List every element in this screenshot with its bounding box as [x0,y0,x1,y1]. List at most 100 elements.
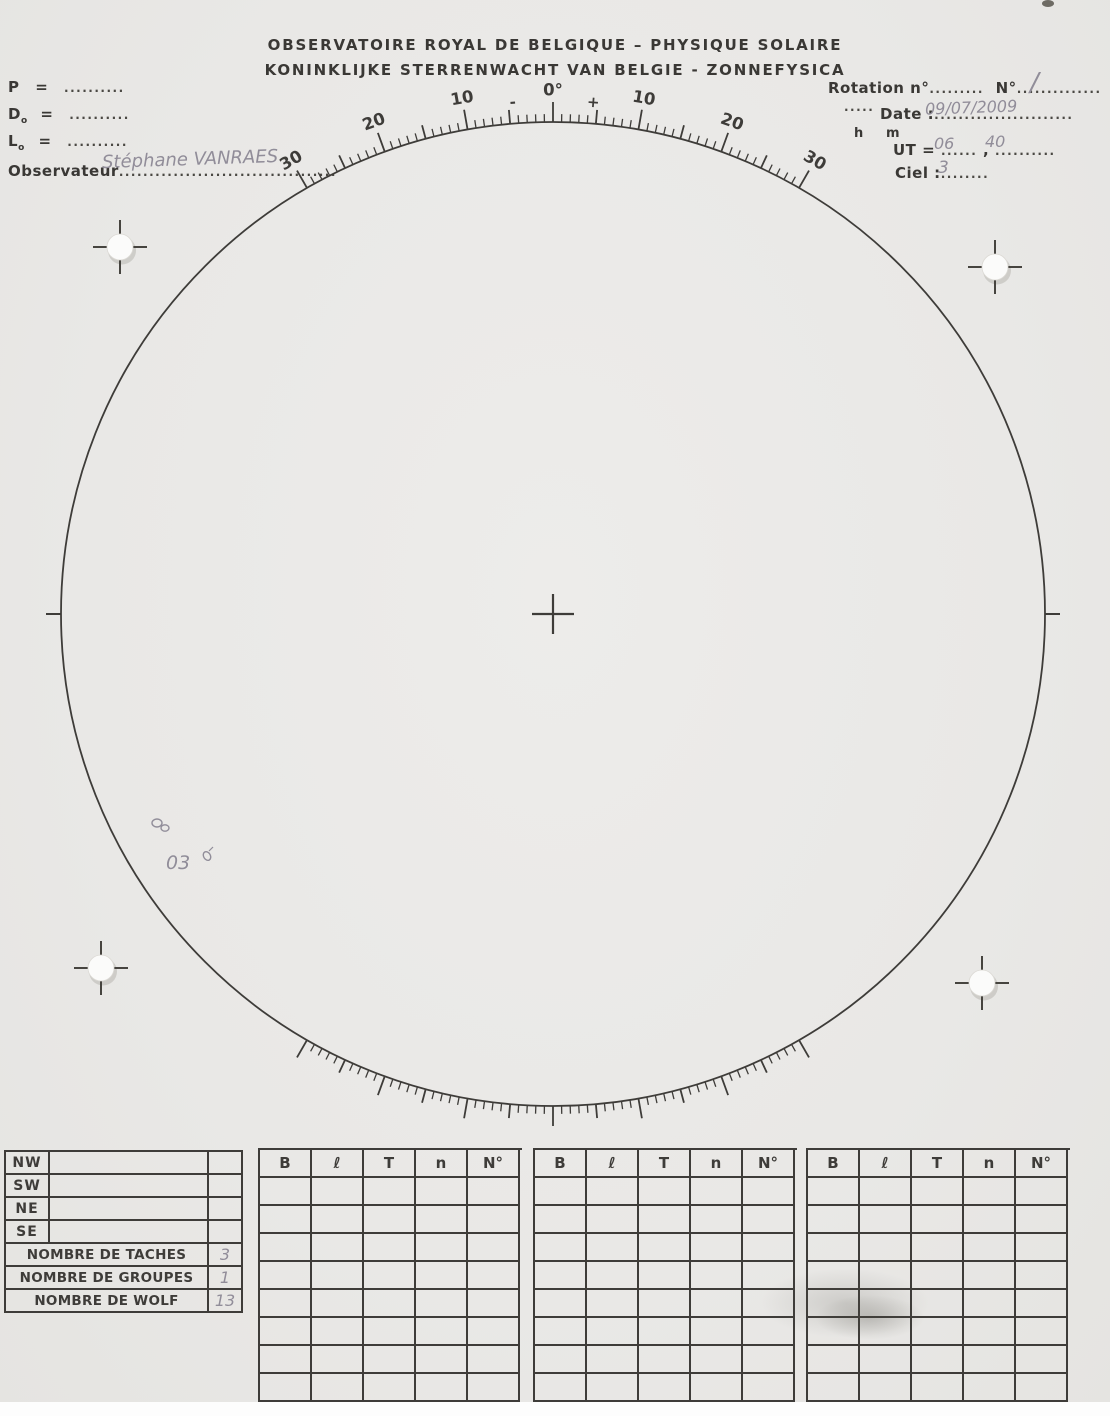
scale-tick-bottom [646,1096,650,1105]
scale-tick-top [349,156,354,165]
scale-tick-top [389,141,394,150]
measure-table-cell [535,1346,587,1374]
scale-label: 10 [631,87,657,110]
measure-table-header: B [535,1150,587,1178]
field-observer-label: Observateur [8,162,119,180]
stats-direction-extra-cell [209,1152,243,1175]
field-d0-label: Do [8,105,28,126]
scale-tick-bottom [696,1084,700,1093]
scale-tick-bottom [744,1066,749,1075]
measure-table-cell [312,1234,364,1262]
measure-table-cell [260,1290,312,1318]
measure-table-cell [808,1374,860,1402]
measure-table-cell [364,1178,416,1206]
measure-table-cell [535,1290,587,1318]
measure-table-cell [260,1178,312,1206]
field-l0-eq: = [38,132,52,150]
measure-table-cell [587,1234,639,1262]
field-date-dotline: ....................... [934,108,1074,122]
stats-direction-value-cell [50,1175,209,1198]
scale-tick-top [448,124,452,133]
sunspot-group-number: 03 [166,852,190,874]
scale-tick-bottom [414,1086,419,1095]
field-d0-dotline: .......... [69,108,130,122]
stats-direction-extra-cell [209,1175,243,1198]
measure-table-header: T [639,1150,691,1178]
measure-table-cell [260,1346,312,1374]
fiducial-hole [968,969,996,997]
scale-tick-top [768,164,773,173]
field-observer: Observateur.............................… [8,162,337,180]
measure-table-cell [468,1234,520,1262]
measure-table-header: n [416,1150,468,1178]
measure-table-cell [808,1290,860,1318]
field-ciel-dotline: ........ [940,167,990,181]
scale-tick-top [603,116,606,125]
measure-table-cell [808,1318,860,1346]
measure-table-cell [416,1262,468,1290]
scale-label: 30 [800,146,829,174]
scale-tick-top [612,117,615,126]
scale-tick-bottom [629,1099,632,1108]
field-date-label: Date : [880,105,935,123]
field-p: P = .......... [8,78,125,96]
scale-tick-top [365,150,370,159]
stats-direction-value-cell [50,1152,209,1175]
measure-table-cell [808,1262,860,1290]
measure-table-header: T [912,1150,964,1178]
measure-table-cell [587,1346,639,1374]
measure-table-cell [964,1318,1016,1346]
sunspot-sketch [160,824,170,832]
measure-table-cell [1016,1206,1068,1234]
measure-table-cell [912,1262,964,1290]
scale-tick-bottom [406,1084,410,1093]
measure-table-cell [808,1346,860,1374]
scale-tick-top [333,164,338,173]
measure-table-cell [691,1346,743,1374]
measure-table-cell [587,1262,639,1290]
measure-table-cell [468,1318,520,1346]
measure-table-cell [912,1290,964,1318]
scale-tick-top [377,132,386,152]
measure-table-cell [364,1206,416,1234]
measure-table-cell [260,1206,312,1234]
scale-tick-bottom [431,1091,435,1100]
scale-tick-bottom [439,1093,443,1102]
scale-tick-top [325,168,331,176]
scale-tick-top [482,118,486,127]
measure-table-cell [468,1346,520,1374]
stats-direction-label: SE [6,1221,50,1244]
scale-tick-top [463,109,469,130]
field-ut-minutes-dotline: .......... [994,144,1056,158]
scale-tick-bottom [663,1093,667,1102]
measure-table-cell [743,1262,795,1290]
scale-tick-top [671,128,675,137]
field-p-label: P [8,78,20,96]
measure-table-cell [808,1206,860,1234]
scale-tick-bottom [338,1059,346,1073]
measure-table-header: ℓ [860,1150,912,1178]
scale-tick-top [421,125,427,139]
measure-table-header: B [260,1150,312,1178]
scale-tick-top [760,155,768,169]
measure-table-cell [860,1262,912,1290]
measure-table-cell [691,1262,743,1290]
scale-tick-top [439,126,443,135]
scale-tick-bottom [704,1081,709,1090]
measure-table-cell [860,1374,912,1402]
rotation-handwritten-slash: / [1030,68,1039,98]
stats-summary-value: 13 [209,1290,243,1313]
scale-tick-top [491,117,494,126]
field-l0-label: Lo [8,132,25,153]
scale-tick-top [775,168,781,176]
ut-minutes-handwritten: 40 [985,132,1006,151]
scale-tick-top [646,123,650,132]
measure-table-cell [416,1318,468,1346]
measure-table-cell [964,1374,1016,1402]
scale-label: 20 [718,109,746,135]
fiducial-hole [981,253,1009,281]
measure-table-cell [691,1374,743,1402]
measure-table-cell [964,1262,1016,1290]
stats-summary-value: 1 [209,1267,243,1290]
paper-edge [0,1402,1110,1416]
